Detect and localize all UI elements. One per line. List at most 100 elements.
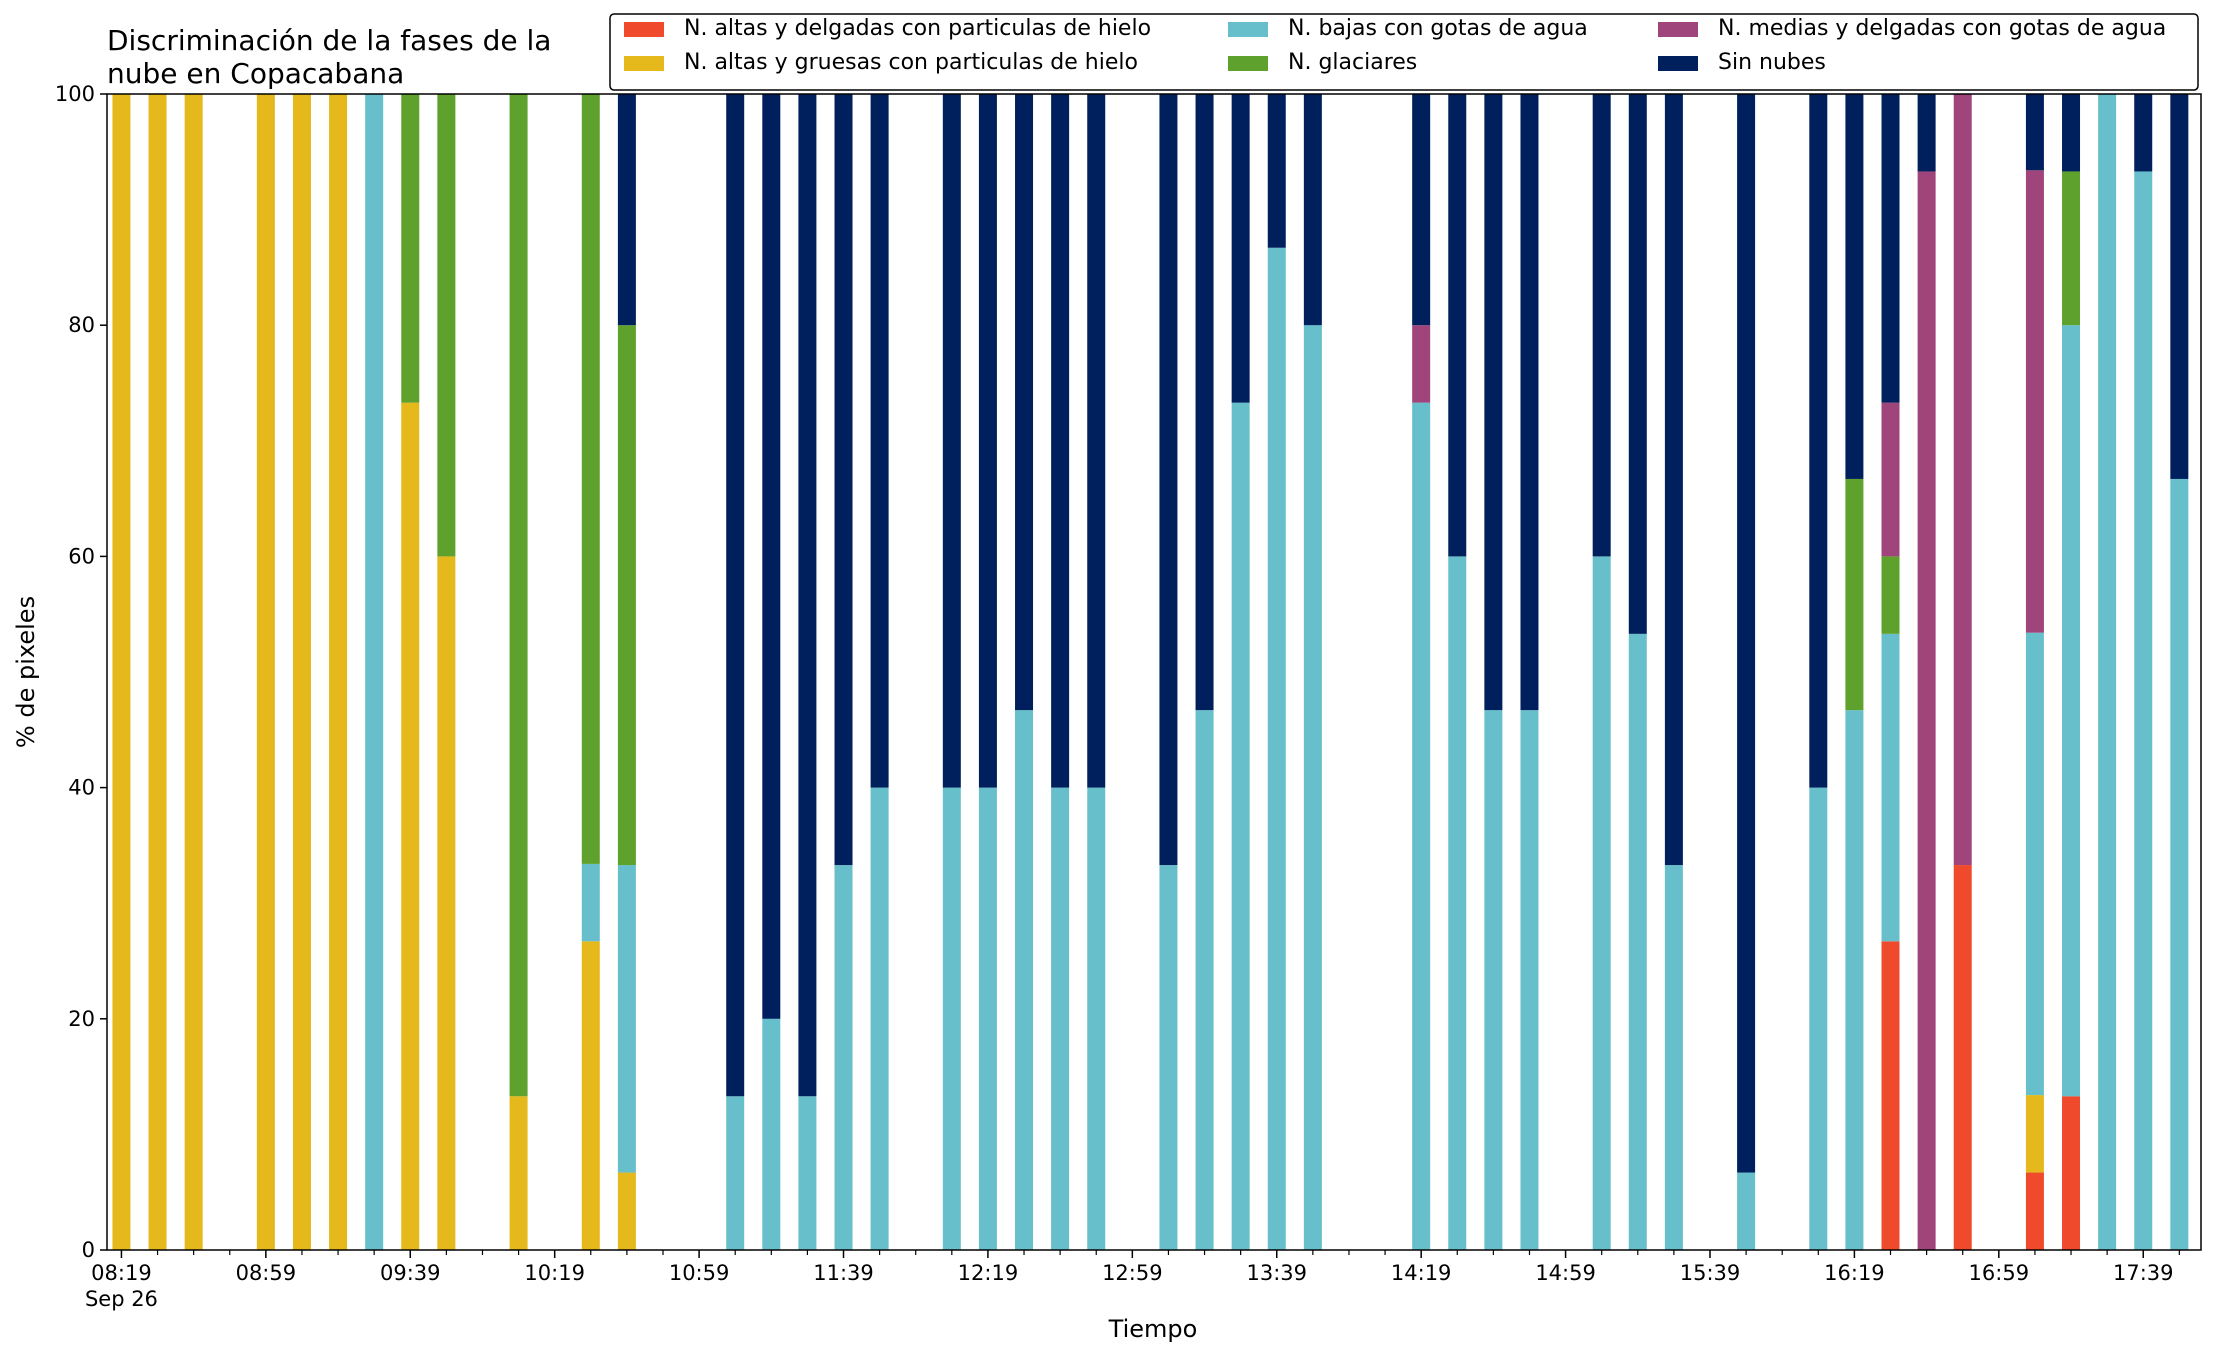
bar-1249-series-2 [1087, 787, 1106, 1250]
bar-1419-series-2 [1412, 402, 1431, 1251]
bar-1239-series-5 [1051, 94, 1070, 788]
bar-1209-series-5 [942, 94, 961, 788]
x-tick-label-0819: 08:19 [91, 1261, 152, 1285]
bars-layer [112, 94, 2189, 1251]
bar-1649-series-4 [1953, 94, 1972, 866]
legend-label-1: N. altas y gruesas con particulas de hie… [684, 50, 1138, 75]
bar-1429-series-5 [1448, 94, 1467, 557]
bar-1709-series-0 [2025, 1172, 2044, 1250]
bar-0939-series-3 [401, 94, 420, 403]
bar-1319-series-2 [1195, 710, 1214, 1250]
bar-1619-series-5 [1845, 94, 1864, 479]
bar-1629-series-4 [1881, 402, 1900, 557]
bar-1149-series-5 [870, 94, 889, 788]
y-tick-label-40: 40 [68, 776, 95, 800]
y-tick-label-100: 100 [55, 82, 95, 106]
bar-0929-series-2 [365, 94, 384, 1250]
bar-1729-series-2 [2098, 94, 2117, 1250]
bar-1339-series-2 [1267, 247, 1286, 1251]
x-tick-label-1219: 12:19 [958, 1261, 1019, 1285]
bar-1109-series-2 [726, 1096, 745, 1250]
bar-1749-series-2 [2170, 478, 2189, 1250]
bar-1339-series-5 [1267, 94, 1286, 248]
y-tick-label-0: 0 [82, 1238, 95, 1262]
bar-1719-series-2 [2062, 325, 2081, 1097]
bar-1519-series-2 [1628, 633, 1647, 1250]
bar-1009-series-3 [509, 94, 528, 1097]
bar-1129-series-2 [798, 1096, 817, 1250]
x-tick-label-1739: 17:39 [2113, 1261, 2174, 1285]
bar-1619-series-3 [1845, 478, 1864, 711]
bar-1419-series-5 [1412, 94, 1431, 326]
bar-1429-series-2 [1448, 556, 1467, 1250]
bar-1719-series-5 [2062, 94, 2081, 172]
bar-1649-series-0 [1953, 865, 1972, 1250]
bar-1329-series-2 [1231, 402, 1250, 1251]
x-tick-label-1139: 11:39 [813, 1261, 874, 1285]
bar-1109-series-5 [726, 94, 745, 1097]
bar-1139-series-5 [834, 94, 853, 866]
bar-1319-series-5 [1195, 94, 1214, 711]
y-tick-label-80: 80 [68, 313, 95, 337]
bar-1639-series-5 [1917, 94, 1936, 172]
bar-1149-series-2 [870, 787, 889, 1250]
bar-1139-series-2 [834, 865, 853, 1250]
bar-1119-series-2 [762, 1018, 781, 1250]
x-date-label: Sep 26 [85, 1287, 158, 1311]
legend-swatch-2 [1228, 22, 1268, 37]
x-tick-label-1539: 15:39 [1680, 1261, 1741, 1285]
bar-1529-series-5 [1664, 94, 1683, 866]
bar-1009-series-1 [509, 1096, 528, 1250]
legend-swatch-4 [1658, 22, 1698, 37]
bar-0859-series-1 [256, 94, 275, 1250]
legend: N. altas y delgadas con particulas de hi… [609, 13, 2199, 91]
chart-title-line-2: nube en Copacabana [107, 57, 404, 90]
x-axis-label: Tiempo [1108, 1315, 1198, 1343]
x-tick-label-1259: 12:59 [1102, 1261, 1163, 1285]
bar-1529-series-2 [1664, 865, 1683, 1250]
bar-0939-series-1 [401, 402, 420, 1251]
bar-1209-series-2 [942, 787, 961, 1250]
bar-1749-series-5 [2170, 94, 2189, 479]
bar-1709-series-4 [2025, 170, 2044, 633]
bar-1039-series-1 [617, 1172, 636, 1250]
bar-1219-series-2 [978, 787, 997, 1250]
bar-0919-series-1 [329, 94, 348, 1250]
bar-1719-series-3 [2062, 171, 2081, 326]
bar-1029-series-2 [581, 863, 600, 942]
bar-1039-series-3 [617, 325, 636, 866]
bar-1629-series-0 [1881, 941, 1900, 1250]
x-tick-label-0859: 08:59 [236, 1261, 297, 1285]
legend-swatch-0 [624, 22, 664, 37]
bar-1419-series-4 [1412, 325, 1431, 403]
legend-label-3: N. glaciares [1288, 50, 1417, 75]
bar-1739-series-2 [2134, 171, 2153, 1250]
bar-1549-series-2 [1737, 1172, 1756, 1250]
bar-1239-series-2 [1051, 787, 1070, 1250]
bar-1439-series-2 [1484, 710, 1503, 1250]
bar-1709-series-1 [2025, 1095, 2044, 1173]
x-tick-label-1019: 10:19 [524, 1261, 585, 1285]
legend-swatch-5 [1658, 56, 1698, 71]
x-tick-label-1339: 13:39 [1246, 1261, 1307, 1285]
legend-label-0: N. altas y delgadas con particulas de hi… [684, 16, 1151, 41]
bar-1509-series-2 [1592, 556, 1611, 1250]
bar-1219-series-5 [978, 94, 997, 788]
bar-1719-series-0 [2062, 1096, 2081, 1250]
bar-1129-series-5 [798, 94, 817, 1097]
bar-1609-series-2 [1809, 787, 1828, 1250]
bar-1039-series-2 [617, 865, 636, 1173]
plot-frame [106, 93, 2202, 1251]
bar-1449-series-2 [1520, 710, 1539, 1250]
y-tick-label-20: 20 [68, 1007, 95, 1031]
x-tick-label-0939: 09:39 [380, 1261, 441, 1285]
bar-1439-series-5 [1484, 94, 1503, 711]
x-tick-label-1059: 10:59 [669, 1261, 730, 1285]
x-tick-label-1419: 14:19 [1391, 1261, 1452, 1285]
bar-1629-series-3 [1881, 556, 1900, 634]
bar-1249-series-5 [1087, 94, 1106, 788]
bar-1349-series-2 [1303, 325, 1322, 1250]
bar-1739-series-5 [2134, 94, 2153, 172]
x-tick-label-1459: 14:59 [1535, 1261, 1596, 1285]
legend-label-2: N. bajas con gotas de agua [1288, 16, 1588, 41]
